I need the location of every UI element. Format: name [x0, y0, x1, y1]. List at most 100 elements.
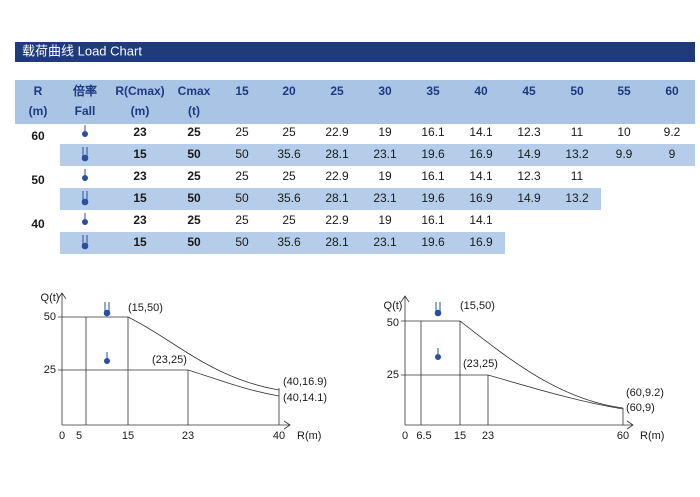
table-cell: 50 [187, 191, 201, 205]
table-header-cell: 50 [570, 84, 584, 98]
table-cell: 16.9 [469, 147, 493, 161]
table-cell: 19.6 [421, 147, 445, 161]
y-tick-label: 25 [387, 369, 399, 381]
radius-label: 40 [31, 217, 45, 231]
axis-label: Q(t) [384, 300, 403, 312]
table-header-cell: 60 [665, 84, 679, 98]
table-cell: 50 [235, 147, 249, 161]
table-cell: 23.1 [373, 235, 397, 249]
table-cell: 25 [282, 213, 296, 227]
table-cell: 15 [133, 235, 147, 249]
x-tick-label: 60 [617, 430, 629, 442]
table-cell: 22.9 [325, 125, 349, 139]
point-label: (15,50) [460, 300, 495, 312]
hook-icon-double [103, 309, 111, 317]
table-cell: 16.1 [421, 169, 445, 183]
table-cell: 10 [617, 125, 631, 139]
row-band [60, 144, 695, 166]
table-cell: 11 [571, 125, 584, 139]
table-cell: 28.1 [325, 235, 349, 249]
table-header-cell: 倍率 [73, 83, 97, 98]
table-cell: 19 [378, 169, 392, 183]
point-label: (40,16.9) [283, 376, 327, 388]
hook-icon-double [81, 154, 89, 162]
hook-icon-double [104, 302, 110, 311]
table-cell: 25 [235, 169, 249, 183]
table-cell: 9 [669, 147, 676, 161]
table-header-cell: 40 [474, 84, 488, 98]
point-label: (23,25) [463, 358, 498, 370]
table-cell: 16.1 [421, 125, 445, 139]
table-cell: 23 [133, 169, 147, 183]
point-label: (40,14.1) [283, 392, 327, 404]
table-cell: 28.1 [325, 191, 349, 205]
table-header-cell: Cmax [178, 84, 211, 98]
table-header-cell: (m) [29, 104, 48, 118]
table-header-cell: R [34, 84, 43, 98]
table-cell: 25 [187, 169, 201, 183]
table-cell: 35.6 [277, 235, 301, 249]
hook-icon-double [82, 235, 88, 244]
hook-icon-double [82, 191, 88, 200]
row-band [60, 232, 505, 254]
table-cell: 50 [235, 235, 249, 249]
hook-icon-double [82, 147, 88, 156]
y-tick-label: 50 [44, 311, 56, 323]
hook-icon-single [82, 219, 88, 225]
table-header-cell: 15 [235, 84, 249, 98]
table-header-cell: 30 [378, 84, 392, 98]
y-tick-label: 25 [44, 364, 56, 376]
axis-label: R(m) [640, 430, 664, 442]
table-cell: 9.2 [664, 125, 681, 139]
table-cell: 50 [187, 147, 201, 161]
x-tick-label: 15 [122, 430, 134, 442]
table-cell: 25 [235, 213, 249, 227]
table-cell: 23 [133, 125, 147, 139]
table-cell: 25 [235, 125, 249, 139]
table-cell: 19 [378, 125, 392, 139]
x-tick-label: 40 [273, 430, 285, 442]
row-band [60, 188, 601, 210]
table-cell: 14.1 [469, 169, 493, 183]
table-header-cell: 35 [426, 84, 440, 98]
table-cell: 25 [187, 213, 201, 227]
table-cell: 12.3 [517, 169, 541, 183]
table-cell: 50 [235, 191, 249, 205]
title: 载荷曲线 Load Chart [22, 43, 142, 58]
table-cell: 14.1 [469, 213, 493, 227]
table-cell: 16.9 [469, 191, 493, 205]
diagram-lines [57, 292, 634, 430]
table-cell: 35.6 [277, 191, 301, 205]
table-cell: 25 [187, 125, 201, 139]
y-tick-label: 50 [387, 317, 399, 329]
table-cell: 15 [133, 191, 147, 205]
table-header-cell: Fall [75, 104, 96, 118]
table-header-band [15, 80, 695, 124]
table-cell: 25 [282, 169, 296, 183]
table-cell: 50 [187, 235, 201, 249]
x-tick-label: 23 [182, 430, 194, 442]
table-cell: 16.9 [469, 235, 493, 249]
table-header-cell: 25 [330, 84, 344, 98]
table-cell: 25 [282, 125, 296, 139]
point-label: (15,50) [128, 302, 163, 314]
point-label: (23,25) [152, 354, 187, 366]
hook-icon-double [81, 242, 89, 250]
table-cell: 23 [133, 213, 147, 227]
x-tick-label: 0 [402, 430, 408, 442]
table-header-cell: (m) [131, 104, 150, 118]
table-cell: 14.9 [517, 147, 541, 161]
table-cell: 35.6 [277, 147, 301, 161]
table-cell: 19.6 [421, 235, 445, 249]
table-cell: 14.9 [517, 191, 541, 205]
table-cell: 19.6 [421, 191, 445, 205]
x-tick-label: 0 [59, 430, 65, 442]
table-cell: 23.1 [373, 147, 397, 161]
hook-icon-double [434, 309, 442, 317]
axis-label: R(m) [297, 430, 321, 442]
table-header-cell: 45 [522, 84, 536, 98]
hook-icon-single [82, 175, 88, 181]
hook-icon-single [435, 354, 441, 360]
x-tick-label: 6.5 [416, 430, 431, 442]
